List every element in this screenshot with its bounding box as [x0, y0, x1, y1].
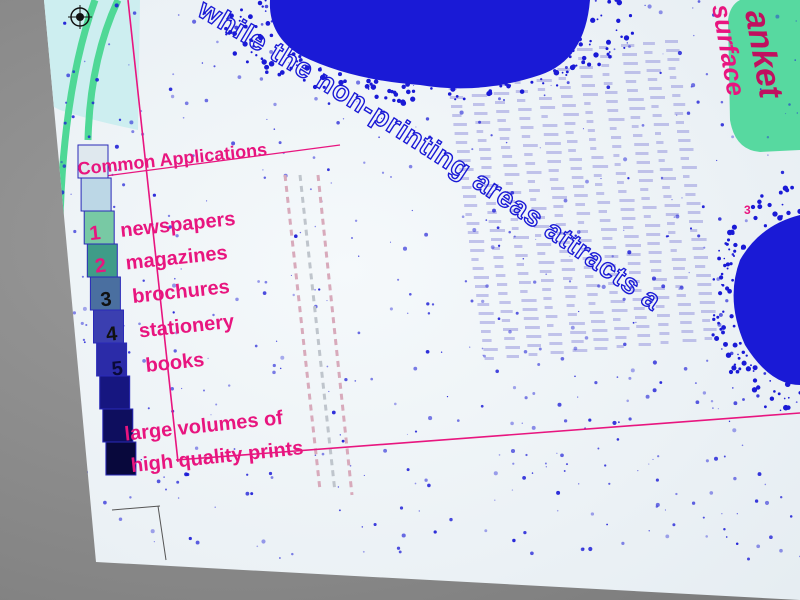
frame-line-top	[89, 144, 341, 179]
paper-sheet	[44, 0, 800, 600]
swatch-8	[99, 375, 131, 410]
rule-line-2	[298, 174, 337, 493]
ink-blob-top	[269, 0, 590, 89]
frame-line-left	[127, 0, 179, 463]
legend-number-4: 4	[105, 323, 119, 346]
swatch-5	[89, 276, 121, 311]
color-swatch-strip	[77, 144, 137, 476]
swatch-1	[77, 144, 109, 179]
crop-mark-v	[157, 505, 167, 561]
mint-shape	[728, 0, 800, 152]
rule-line-3	[316, 174, 354, 496]
legend-number-3: 3	[99, 288, 112, 311]
frame-line-bottom	[175, 412, 800, 461]
swatch-10	[105, 441, 137, 476]
fragment-digit: 3	[744, 203, 751, 217]
swatch-2	[80, 177, 112, 212]
cyan-wash-shape	[44, 0, 140, 130]
crop-mark-h	[111, 505, 161, 511]
faint-text-columns	[445, 40, 717, 360]
registration-mark-icon	[68, 5, 92, 29]
rule-line-1	[283, 174, 322, 491]
legend-number-2: 2	[94, 255, 107, 278]
legend-number-5: 5	[111, 357, 124, 380]
green-curve-right	[84, 0, 122, 141]
legend-number-1: 1	[88, 222, 101, 245]
swatch-9	[102, 408, 134, 443]
ink-blob-right	[733, 215, 800, 385]
